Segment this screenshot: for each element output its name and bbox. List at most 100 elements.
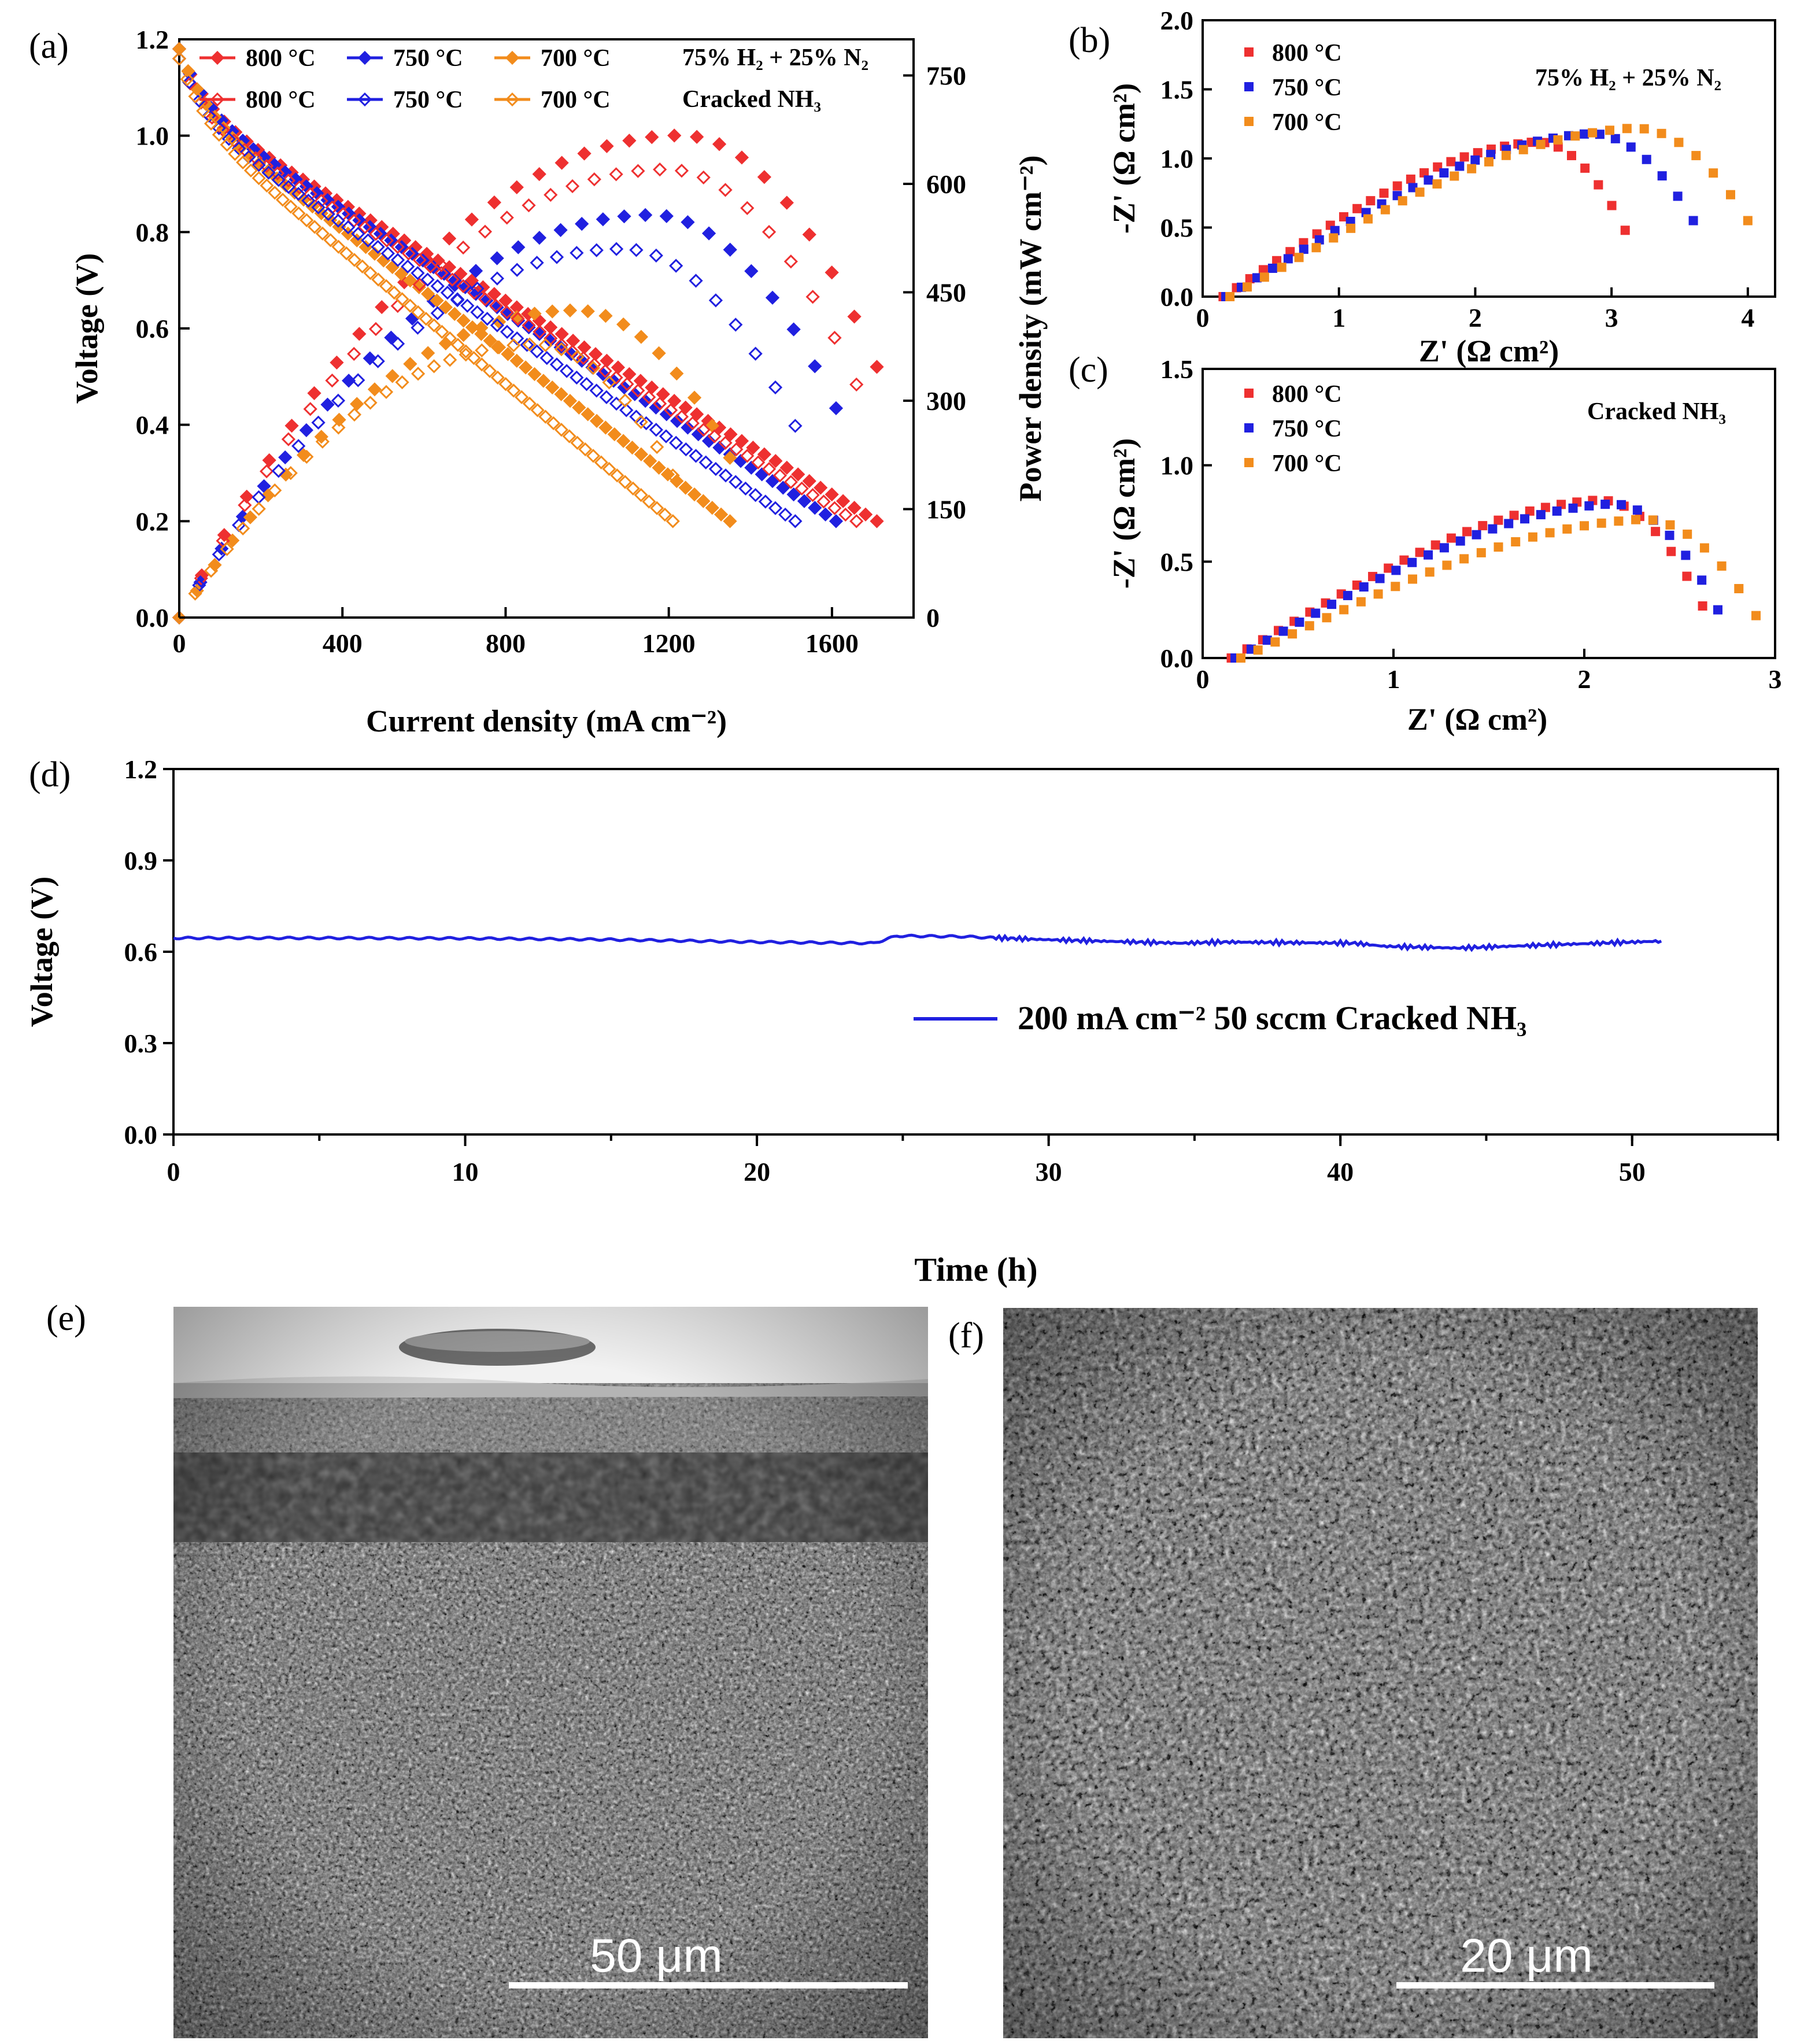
point-a-v [594, 455, 608, 470]
point-a-p [598, 309, 613, 323]
point-a-v [450, 338, 465, 352]
point-c [1278, 626, 1288, 636]
point-a-v [394, 240, 409, 254]
point-a-v [674, 409, 689, 424]
point-c [1584, 501, 1594, 511]
point-a-v [805, 488, 820, 502]
point-a-v [849, 514, 864, 528]
point-b [1432, 179, 1442, 189]
point-a-p [325, 373, 339, 388]
point-c [1476, 548, 1486, 557]
point-c [1408, 574, 1417, 584]
point-a-p [609, 242, 624, 256]
point-a-p [283, 465, 298, 480]
panel-a: (a) 0 400 800 1200 1600 0.0 0.2 0.4 0.6 0.8 1.0 1.2… [29, 25, 1048, 738]
point-a-p [442, 231, 457, 246]
point-a-v [638, 394, 653, 408]
point-a-p [786, 322, 801, 337]
point-a-p [522, 337, 537, 352]
point-a-p [438, 336, 453, 351]
point-a-v [744, 460, 759, 475]
point-c [1552, 506, 1562, 516]
point-c [1425, 567, 1435, 577]
point-a-v [705, 501, 719, 515]
point-a-v [440, 286, 455, 300]
point-a-v [740, 449, 755, 463]
point-a-v [228, 147, 242, 161]
point-a-p [443, 353, 457, 367]
point-b [1626, 142, 1636, 152]
point-a-v [669, 435, 683, 450]
point-a-v [480, 312, 494, 326]
legend-c-marker [1244, 458, 1254, 467]
point-a-v [390, 253, 405, 267]
point-b [1553, 135, 1563, 145]
a-xtick-label: 1200 [642, 629, 696, 658]
point-a-p [475, 343, 489, 358]
point-a-v [642, 494, 656, 509]
point-a-p [802, 227, 816, 242]
point-a-p [565, 179, 580, 194]
point-a-p [470, 281, 485, 296]
point-a-v [279, 178, 293, 193]
point-a-p [511, 240, 526, 254]
point-c [1562, 524, 1572, 534]
point-b [1245, 274, 1255, 284]
point-a-p [459, 348, 473, 362]
point-a-v [315, 226, 330, 241]
point-a-v [438, 300, 453, 315]
point-a-v [639, 416, 653, 431]
point-a-p [740, 201, 755, 215]
point-a-p [284, 419, 299, 433]
a-ytick-label: 0.2 [136, 507, 169, 536]
point-a-p [586, 361, 601, 375]
series-a-5 [172, 51, 680, 625]
point-a-v [685, 416, 700, 431]
point-a-v [307, 220, 322, 234]
point-a-v [401, 259, 415, 274]
point-a-p [427, 359, 441, 374]
point-a-p [645, 130, 659, 145]
legend-c-label: 750 °C [1272, 416, 1342, 442]
point-a-v [625, 441, 639, 455]
point-a-v [786, 487, 801, 502]
point-b [1673, 191, 1683, 201]
point-a-p [575, 217, 589, 231]
a-y2tick-label: 0 [926, 603, 940, 633]
point-c [1528, 532, 1537, 542]
point-a-v [430, 293, 444, 308]
point-c [1478, 521, 1488, 531]
point-a-p [351, 373, 365, 387]
point-a-p [300, 449, 314, 464]
point-a-v [643, 454, 657, 468]
point-a-v [379, 233, 394, 247]
point-a-v [545, 380, 560, 395]
point-b [1674, 138, 1684, 147]
point-a-v [268, 186, 282, 200]
point-a-v [600, 353, 614, 368]
a-y2tick-label: 450 [926, 278, 966, 308]
point-a-p [478, 224, 493, 239]
point-c [1384, 563, 1393, 573]
point-b [1408, 183, 1418, 193]
point-a-p [527, 306, 542, 321]
d-xtick-label: 30 [1036, 1157, 1062, 1187]
point-b [1225, 292, 1235, 301]
point-b [1639, 124, 1649, 134]
point-a-v [554, 387, 568, 401]
plot-c-series [1226, 496, 1761, 663]
plot-d-series [173, 933, 1662, 952]
a-xtick-label: 0 [173, 629, 186, 658]
panel-d: (d) 0 10 20 30 40 50 0.0 0.3 0.6 0.9 1.2 200 mA cm… [24, 755, 1779, 1288]
point-a-p [669, 258, 683, 273]
point-a-p [252, 490, 266, 505]
point-a-v [670, 474, 684, 489]
point-c [1391, 565, 1401, 575]
plot-c-ylabel: -Z' (Ω cm²) [1107, 438, 1141, 589]
point-b [1595, 130, 1605, 139]
point-a-v [589, 383, 604, 398]
point-a-v [563, 394, 578, 408]
point-a-p [589, 243, 604, 257]
legend-b-marker [1244, 47, 1254, 57]
point-b [1622, 124, 1632, 134]
